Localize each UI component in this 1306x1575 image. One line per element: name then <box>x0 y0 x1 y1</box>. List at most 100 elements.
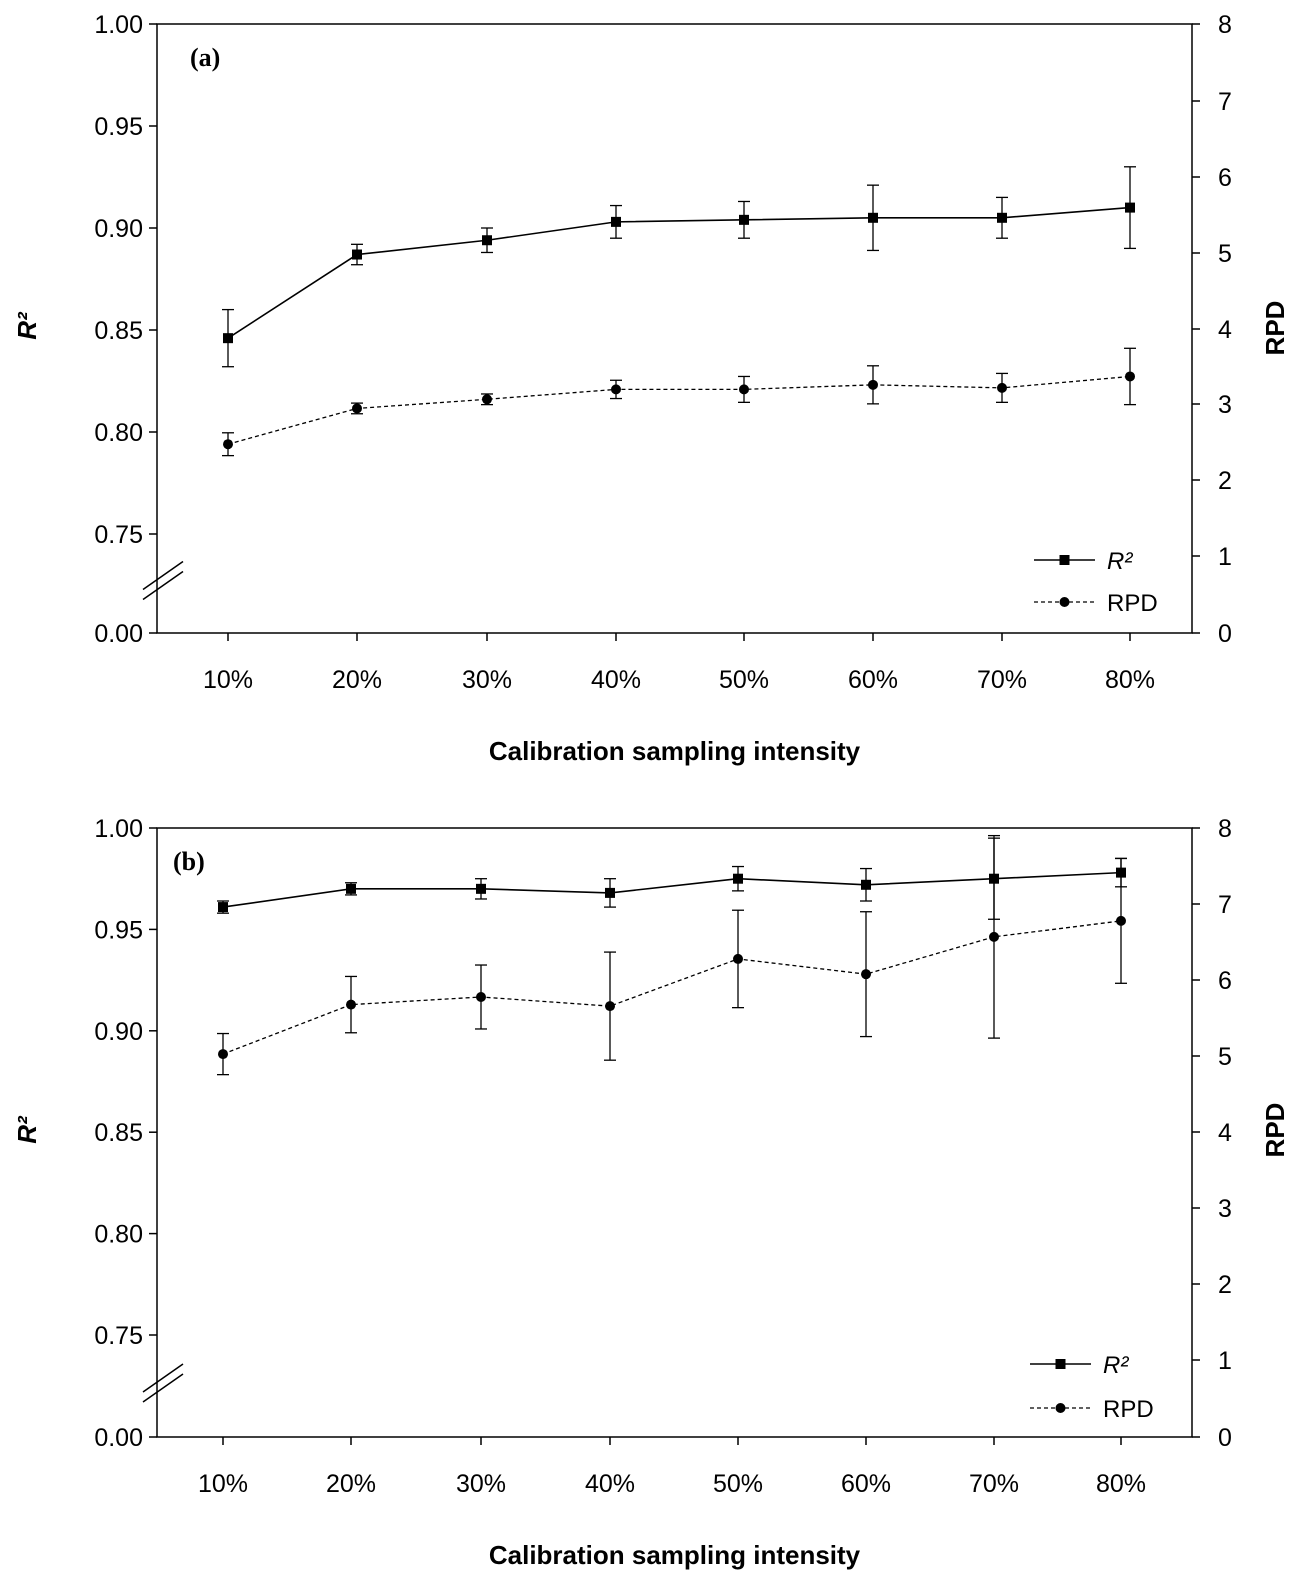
legend-marker-r2 <box>1059 555 1070 565</box>
legend-label-r2: R² <box>1107 548 1133 575</box>
y-left-tick-label: 0.90 <box>94 215 143 243</box>
axis-break-mark <box>142 570 184 601</box>
data-point-r2 <box>223 333 233 344</box>
legend-marker-rpd <box>1059 597 1070 607</box>
data-point-r2 <box>868 212 878 223</box>
legend-marker-rpd <box>1055 1403 1066 1413</box>
y-right-axis-title: RPD <box>1260 1103 1290 1158</box>
y-right-tick-label: 2 <box>1218 467 1232 495</box>
y-left-tick-label: 0.85 <box>94 317 143 345</box>
data-point-rpd <box>739 384 749 395</box>
y-left-tick-label: 0.80 <box>94 1221 143 1249</box>
legend-label-rpd: RPD <box>1103 1396 1154 1423</box>
data-point-rpd <box>223 439 233 450</box>
data-point-rpd <box>989 931 999 942</box>
legend-marker-r2 <box>1055 1359 1066 1369</box>
data-point-r2 <box>739 214 749 225</box>
y-right-tick-label: 2 <box>1218 1271 1232 1299</box>
x-tick-label: 40% <box>585 1470 635 1498</box>
y-left-tick-label: 1.00 <box>94 11 143 39</box>
y-right-tick-label: 4 <box>1218 1119 1232 1147</box>
y-right-tick-label: 3 <box>1218 1195 1232 1223</box>
data-point-r2 <box>218 902 228 913</box>
y-left-tick-label: 0.90 <box>94 1018 143 1046</box>
x-tick-label: 20% <box>326 1470 376 1498</box>
data-point-r2 <box>482 235 492 246</box>
y-left-tick-label: 1.00 <box>94 815 143 843</box>
y-left-tick-label: 0.00 <box>94 1424 143 1452</box>
y-right-tick-label: 0 <box>1218 620 1232 648</box>
data-point-r2 <box>346 883 356 894</box>
plot-frame <box>156 827 1193 1438</box>
x-tick-label: 50% <box>719 666 769 694</box>
x-tick-label: 20% <box>332 666 382 694</box>
data-point-rpd <box>861 969 871 980</box>
series-line-rpd <box>222 920 1122 1055</box>
x-tick-label: 50% <box>713 1470 763 1498</box>
y-right-tick-label: 8 <box>1218 11 1232 39</box>
y-right-tick-label: 1 <box>1218 543 1232 571</box>
data-point-rpd <box>1116 915 1126 926</box>
axis-break-mark <box>142 560 184 591</box>
y-right-tick-label: 7 <box>1218 891 1232 919</box>
y-right-tick-label: 6 <box>1218 164 1232 192</box>
x-tick-label: 70% <box>977 666 1027 694</box>
y-right-tick-label: 1 <box>1218 1347 1232 1375</box>
x-tick-label: 30% <box>462 666 512 694</box>
y-right-tick-label: 7 <box>1218 88 1232 116</box>
legend-label-rpd: RPD <box>1107 590 1158 617</box>
x-axis-title: Calibration sampling intensity <box>489 1540 861 1570</box>
data-point-rpd <box>1125 371 1135 382</box>
series-line-rpd <box>227 375 1131 445</box>
panel-label: (a) <box>190 43 220 72</box>
data-point-rpd <box>605 1001 615 1012</box>
series-line-r2 <box>222 871 1122 908</box>
y-left-tick-label: 0.80 <box>94 419 143 447</box>
data-point-rpd <box>346 999 356 1010</box>
y-right-tick-label: 5 <box>1218 1043 1232 1071</box>
y-right-tick-label: 8 <box>1218 815 1232 843</box>
legend: R² RPD <box>1034 548 1158 617</box>
data-point-rpd <box>868 379 878 390</box>
x-tick-label: 80% <box>1096 1470 1146 1498</box>
data-point-rpd <box>482 394 492 405</box>
y-right-tick-label: 4 <box>1218 316 1232 344</box>
data-point-rpd <box>733 953 743 964</box>
data-point-r2 <box>733 873 743 884</box>
x-tick-label: 70% <box>969 1470 1019 1498</box>
legend-label-r2: R² <box>1103 1352 1129 1379</box>
panel-label: (b) <box>173 847 205 876</box>
y-left-axis-title: R² <box>12 1115 42 1144</box>
data-point-rpd <box>218 1049 228 1060</box>
y-right-tick-label: 5 <box>1218 240 1232 268</box>
axis-break-mark <box>142 1363 184 1393</box>
y-left-tick-label: 0.95 <box>94 113 143 141</box>
data-point-rpd <box>352 403 362 414</box>
data-point-rpd <box>997 382 1007 393</box>
axis-break-mark <box>142 1373 184 1403</box>
y-left-tick-label: 0.75 <box>94 1322 143 1350</box>
x-axis-title: Calibration sampling intensity <box>489 736 861 766</box>
legend: R² RPD <box>1030 1352 1154 1423</box>
chart-panel-a: 0.00 0.75 0.80 0.85 0.90 0.95 1.00 0 1 2 3 4 5 6 7 8 10%… <box>12 11 1290 766</box>
x-tick-label: 60% <box>841 1470 891 1498</box>
x-tick-label: 10% <box>198 1470 248 1498</box>
y-right-tick-label: 3 <box>1218 391 1232 419</box>
series-line-r2 <box>227 206 1131 339</box>
plot-frame <box>156 23 1193 634</box>
data-point-r2 <box>997 212 1007 223</box>
x-tick-label: 40% <box>591 666 641 694</box>
y-left-tick-label: 0.00 <box>94 620 143 648</box>
y-left-tick-label: 0.75 <box>94 521 143 549</box>
x-tick-label: 30% <box>456 1470 506 1498</box>
y-right-tick-label: 0 <box>1218 1424 1232 1452</box>
data-point-rpd <box>611 384 621 395</box>
data-point-r2 <box>1125 202 1135 213</box>
x-tick-label: 60% <box>848 666 898 694</box>
y-right-axis-title: RPD <box>1260 301 1290 356</box>
y-left-tick-label: 0.85 <box>94 1119 143 1147</box>
data-point-r2 <box>352 249 362 260</box>
y-left-axis-title: R² <box>12 311 42 340</box>
x-tick-label: 80% <box>1105 666 1155 694</box>
